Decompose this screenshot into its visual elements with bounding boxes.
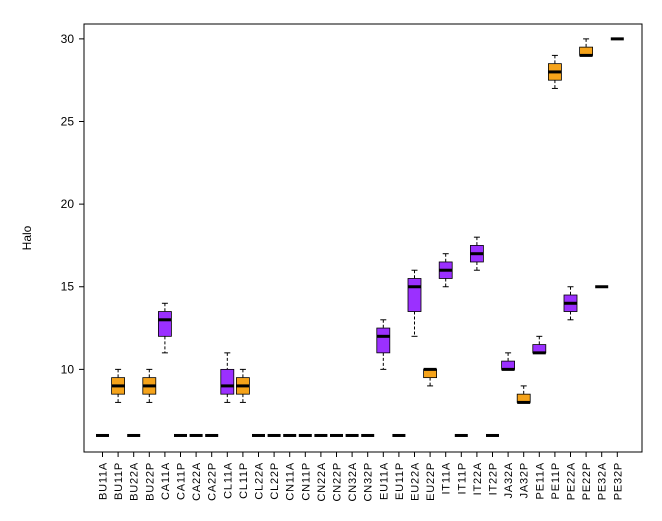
x-tick-label: IT11A — [441, 462, 453, 495]
x-tick-label: PE22A — [566, 462, 578, 500]
x-tick-label: BU11P — [113, 462, 125, 500]
x-tick-label: IT11P — [456, 462, 468, 495]
box-IT22A — [469, 236, 484, 271]
x-tick-label: CA22A — [191, 462, 203, 501]
box-PE11A — [532, 335, 547, 355]
x-tick-label: EU11P — [394, 462, 406, 500]
x-tick-label: EU22A — [410, 462, 422, 501]
x-tick-label: BU22P — [144, 462, 156, 501]
x-tick-label: JA32P — [519, 462, 531, 498]
plot-frame — [83, 23, 643, 453]
x-tick-label: IT22A — [472, 462, 484, 495]
x-tick-label: CL22P — [269, 462, 281, 500]
box-EU22A — [407, 269, 422, 337]
x-tick-label: CN22A — [316, 462, 328, 501]
y-tick-label: 10 — [61, 362, 75, 376]
y-tick-label: 20 — [61, 197, 75, 211]
y-axis: 10 15 20 25 30 — [61, 32, 84, 376]
x-tick-label: CN11P — [300, 462, 312, 501]
box-EU22P — [423, 367, 438, 387]
x-tick-label: PE32A — [597, 462, 609, 500]
x-tick-label: BU22A — [129, 462, 141, 501]
x-tick-label: PE32P — [612, 462, 624, 500]
box-PE22A — [563, 286, 578, 321]
box-JA32A — [501, 352, 516, 371]
x-tick-label: CN32P — [363, 462, 375, 501]
box-CA11A — [157, 302, 172, 354]
box-CL11P — [235, 368, 250, 403]
x-tick-label: IT22P — [488, 462, 500, 495]
box-BU22P — [142, 368, 157, 403]
y-tick-label: 30 — [61, 32, 75, 46]
box-CL11A — [220, 352, 235, 403]
box-body — [407, 278, 422, 312]
x-tick-label: CN22P — [332, 462, 344, 501]
x-tick-label: EU11A — [378, 462, 390, 500]
box-body — [376, 327, 391, 354]
x-tick-label: CA11P — [176, 462, 188, 500]
x-tick-label: PE11A — [534, 462, 546, 499]
box-PE11P — [548, 54, 562, 89]
box-IT11A — [438, 253, 453, 288]
box-body — [220, 368, 235, 395]
x-tick-label: CL11P — [238, 462, 250, 499]
y-tick-label: 25 — [61, 114, 75, 128]
box-body — [157, 311, 172, 337]
box-JA32P — [516, 385, 531, 404]
box-PE22P — [579, 38, 593, 57]
x-tick-label: CA22P — [207, 462, 219, 501]
boxes-layer — [96, 37, 624, 437]
x-tick-label: JA32A — [503, 462, 515, 498]
x-tick-label: CN11A — [285, 462, 297, 501]
x-axis: BU11A BU11P BU22A BU22P CA11A CA11P CA22A CA22P… — [98, 452, 624, 501]
box-EU11A — [376, 319, 391, 370]
y-axis-label: Halo — [20, 225, 34, 250]
x-tick-label: CN32A — [347, 462, 359, 501]
x-tick-label: PE11P — [550, 462, 562, 499]
y-tick-label: 15 — [61, 280, 75, 294]
x-tick-label: EU22P — [425, 462, 437, 501]
x-tick-label: CL11A — [222, 462, 234, 499]
x-tick-label: PE22P — [581, 462, 593, 500]
x-tick-label: CA11A — [160, 462, 172, 500]
box-BU11P — [111, 368, 125, 403]
x-tick-label: BU11A — [98, 462, 110, 500]
x-tick-label: CL22A — [254, 462, 266, 500]
